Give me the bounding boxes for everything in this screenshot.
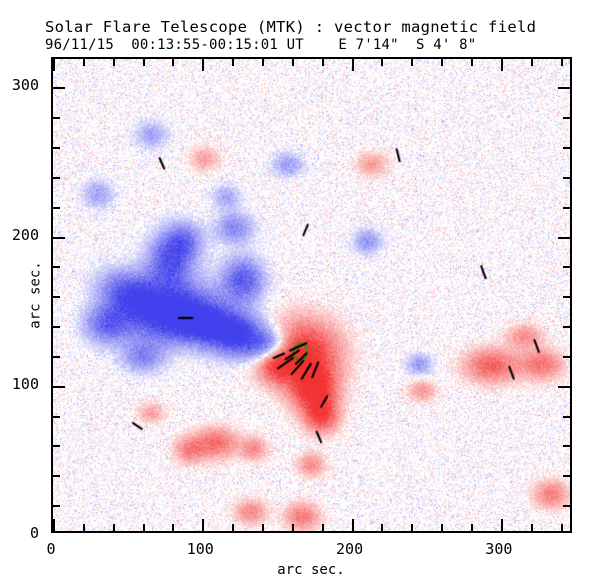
x-tick-bottom <box>530 524 533 531</box>
x-tick-top <box>321 59 324 66</box>
x-axis-title: arc sec. <box>277 562 345 578</box>
x-tick-top <box>500 59 503 71</box>
y-tick-right <box>558 236 570 239</box>
y-tick-left <box>53 176 60 179</box>
x-tick-bottom <box>321 524 324 531</box>
x-tick-top <box>142 59 145 66</box>
x-tick-top <box>530 59 533 66</box>
x-tick-top <box>202 59 205 71</box>
x-tick-top <box>232 59 235 66</box>
x-tick-top <box>560 59 563 66</box>
x-tick-bottom <box>441 524 444 531</box>
x-tick-label: 300 <box>485 540 513 558</box>
x-tick-label: 100 <box>186 540 214 558</box>
x-tick-bottom <box>261 524 264 531</box>
x-tick-bottom <box>53 519 55 531</box>
y-tick-left <box>53 206 60 209</box>
y-tick-left <box>53 296 60 299</box>
y-tick-right <box>563 266 570 269</box>
x-tick-bottom <box>112 524 115 531</box>
x-tick-bottom <box>560 524 563 531</box>
magnetic-field-map <box>53 59 570 531</box>
x-tick-label: 200 <box>336 540 364 558</box>
x-tick-top <box>82 59 85 66</box>
x-tick-bottom <box>411 524 414 531</box>
x-tick-top <box>411 59 414 66</box>
y-tick-right <box>563 505 570 508</box>
x-tick-bottom <box>291 524 294 531</box>
y-tick-left <box>53 87 65 90</box>
x-tick-top <box>261 59 264 66</box>
y-tick-left <box>53 326 60 329</box>
figure-title: Solar Flare Telescope (MTK) : vector mag… <box>45 18 537 36</box>
plot-frame <box>51 57 572 533</box>
y-tick-left <box>53 355 60 358</box>
y-tick-left <box>53 415 60 418</box>
y-tick-right <box>558 385 570 388</box>
y-tick-left <box>53 445 60 448</box>
y-tick-right <box>563 326 570 329</box>
y-tick-label: 0 <box>29 524 39 542</box>
y-tick-right <box>558 87 570 90</box>
y-tick-right <box>563 206 570 209</box>
y-tick-left <box>53 147 60 150</box>
y-tick-right <box>563 415 570 418</box>
y-tick-left <box>53 117 60 120</box>
y-tick-label: 100 <box>11 374 39 393</box>
x-tick-bottom <box>82 524 85 531</box>
y-tick-left <box>53 475 60 478</box>
x-tick-bottom <box>172 524 175 531</box>
x-tick-label: 0 <box>46 540 56 558</box>
y-tick-left <box>53 266 60 269</box>
y-tick-right <box>563 445 570 448</box>
x-tick-top <box>441 59 444 66</box>
y-tick-right <box>563 296 570 299</box>
y-tick-label: 300 <box>11 76 39 95</box>
y-tick-right <box>563 147 570 150</box>
y-tick-right <box>563 176 570 179</box>
y-tick-left <box>53 236 65 239</box>
x-tick-bottom <box>381 524 384 531</box>
y-axis-tick-labels: 0 100 200 300 <box>0 0 45 585</box>
x-tick-bottom <box>470 524 473 531</box>
x-tick-top <box>291 59 294 66</box>
x-tick-top <box>351 59 354 71</box>
x-tick-top <box>53 59 55 71</box>
x-tick-top <box>470 59 473 66</box>
y-tick-left <box>53 505 60 508</box>
x-tick-top <box>112 59 115 66</box>
x-tick-top <box>172 59 175 66</box>
x-tick-bottom <box>351 519 354 531</box>
y-tick-right <box>563 355 570 358</box>
x-tick-top <box>381 59 384 66</box>
y-tick-right <box>563 117 570 120</box>
y-tick-right <box>563 475 570 478</box>
x-tick-bottom <box>142 524 145 531</box>
y-tick-label: 200 <box>11 225 39 244</box>
y-tick-left <box>53 385 65 388</box>
x-tick-bottom <box>500 519 503 531</box>
figure-subtitle: 96/11/15 00:13:55-00:15:01 UT E 7'14" S … <box>45 37 477 53</box>
y-axis-title: arc sec. <box>27 261 44 329</box>
magnetogram-image <box>53 59 570 531</box>
x-tick-bottom <box>202 519 205 531</box>
x-tick-bottom <box>232 524 235 531</box>
